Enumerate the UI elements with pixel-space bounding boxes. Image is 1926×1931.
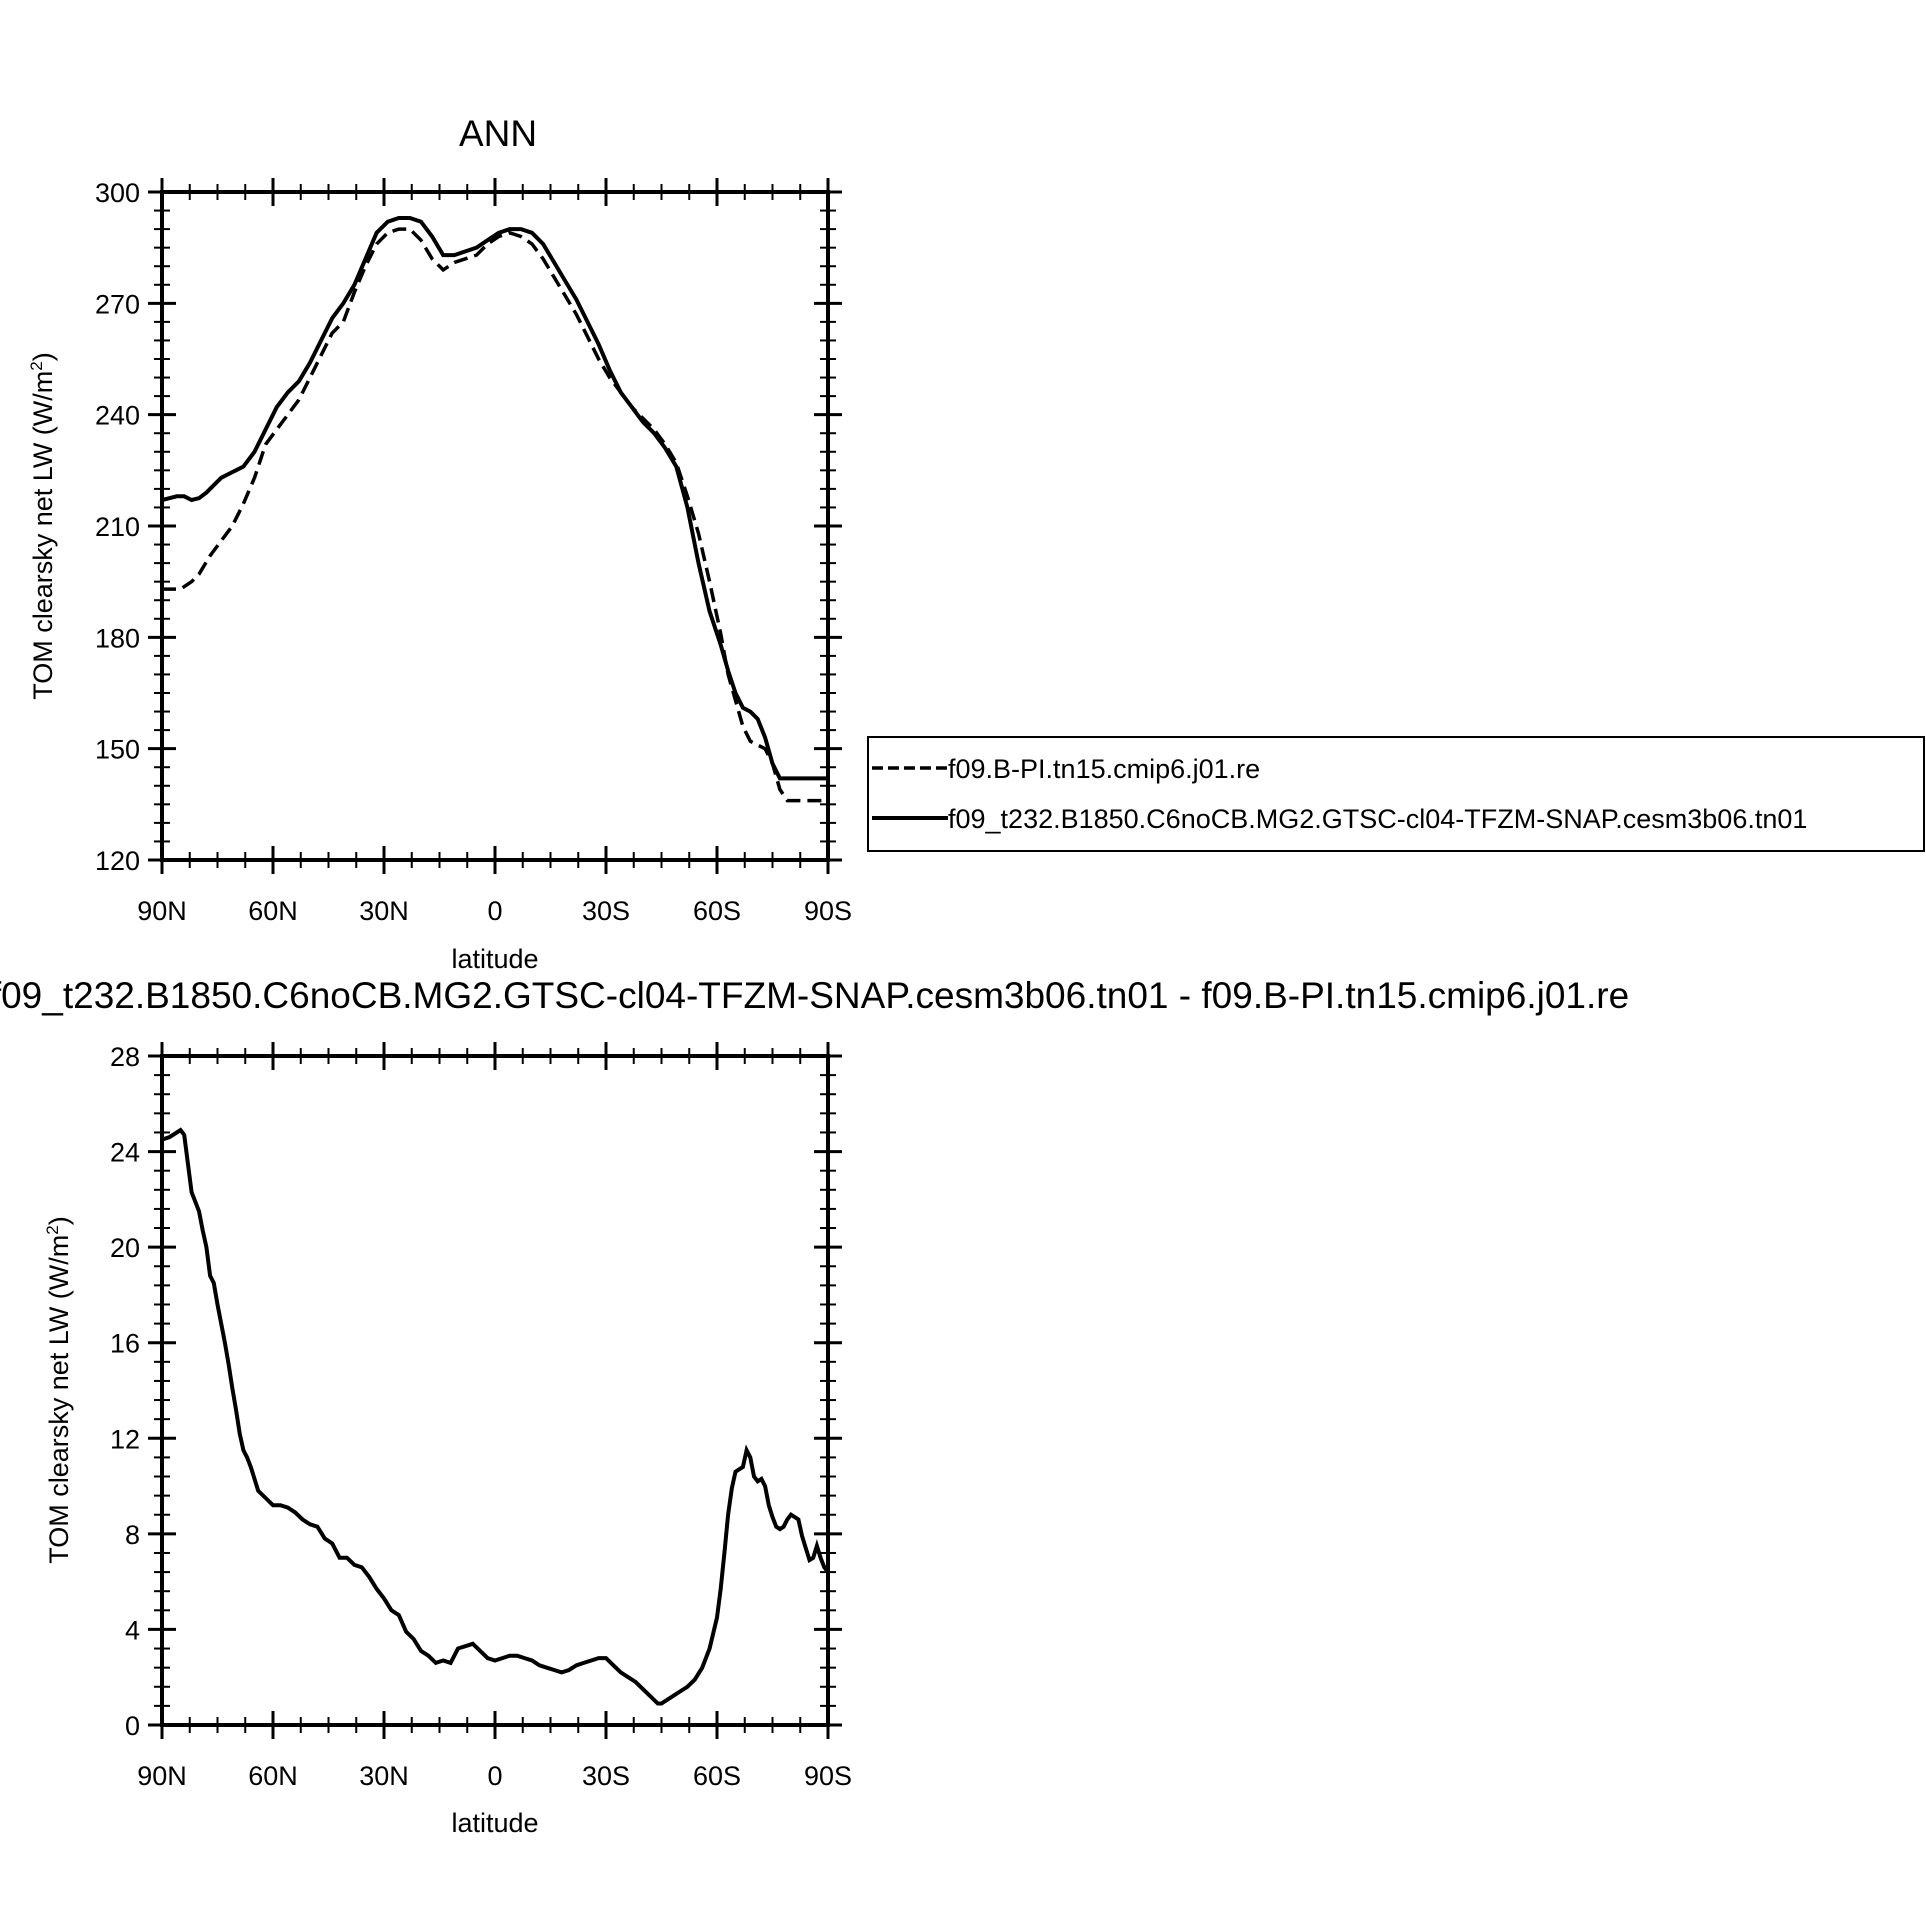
x-tick-label: 30S [582, 896, 630, 926]
legend: f09.B-PI.tn15.cmip6.j01.re f09_t232.B185… [867, 736, 1925, 852]
top-x-tick-labels: 90N 60N 30N 0 30S 60S 90S [137, 896, 852, 926]
top-plot-frame [160, 190, 830, 862]
top-series-solid-line [161, 216, 828, 781]
y-tick-label: 300 [95, 178, 140, 208]
bottom-x-axis-label: latitude [451, 1808, 538, 1838]
x-tick-label: 30N [359, 896, 409, 926]
x-tick-label: 60N [248, 896, 298, 926]
top-tick-marks [148, 178, 842, 874]
x-tick-label: 30S [582, 1761, 630, 1791]
bottom-tick-marks [148, 1042, 842, 1739]
x-tick-label: 0 [487, 896, 502, 926]
top-series-dashed-line [162, 227, 828, 803]
top-y-tick-labels: 120 150 180 210 240 270 300 [95, 178, 140, 876]
y-tick-label: 180 [95, 623, 140, 653]
x-tick-label: 0 [487, 1761, 502, 1791]
x-tick-label: 90N [137, 1761, 187, 1791]
y-tick-label: 210 [95, 512, 140, 542]
x-tick-label: 90N [137, 896, 187, 926]
y-tick-label: 0 [125, 1711, 140, 1741]
y-tick-label: 28 [110, 1042, 140, 1072]
y-tick-label: 16 [110, 1329, 140, 1359]
x-tick-label: 60S [693, 896, 741, 926]
top-x-axis-label: latitude [451, 944, 538, 974]
bottom-x-tick-labels: 90N 60N 30N 0 30S 60S 90S [137, 1761, 852, 1791]
y-tick-label: 20 [110, 1233, 140, 1263]
legend-entry-1: f09.B-PI.tn15.cmip6.j01.re [948, 754, 1260, 784]
legend-entry-2: f09_t232.B1850.C6noCB.MG2.GTSC-cl04-TFZM… [948, 804, 1807, 834]
y-tick-label: 12 [110, 1424, 140, 1454]
bottom-difference-line [161, 1127, 830, 1706]
x-tick-label: 30N [359, 1761, 409, 1791]
bottom-chart-title: f09_t232.B1850.C6noCB.MG2.GTSC-cl04-TFZM… [0, 975, 1629, 1016]
y-tick-label: 150 [95, 735, 140, 765]
x-tick-label: 60N [248, 1761, 298, 1791]
x-tick-label: 90S [804, 896, 852, 926]
y-tick-label: 240 [95, 401, 140, 431]
top-panel: ANN 120 150 180 210 240 270 300 90N 60N 30N 0 30S 6… [27, 113, 852, 974]
x-tick-label: 90S [804, 1761, 852, 1791]
top-chart-title: ANN [459, 113, 537, 154]
top-y-axis-label: TOM clearsky net LW (W/m2) [27, 352, 58, 700]
bottom-y-tick-labels: 0 4 8 12 16 20 24 28 [110, 1042, 140, 1741]
y-tick-label: 4 [125, 1615, 140, 1645]
y-tick-label: 120 [95, 846, 140, 876]
x-tick-label: 60S [693, 1761, 741, 1791]
y-tick-label: 8 [125, 1520, 140, 1550]
bottom-plot-frame [160, 1054, 830, 1727]
y-tick-label: 24 [110, 1138, 140, 1168]
bottom-panel: f09_t232.B1850.C6noCB.MG2.GTSC-cl04-TFZM… [0, 975, 1629, 1838]
legend-box [867, 736, 1925, 852]
bottom-y-axis-label: TOM clearsky net LW (W/m2) [43, 1216, 74, 1564]
y-tick-label: 270 [95, 289, 140, 319]
